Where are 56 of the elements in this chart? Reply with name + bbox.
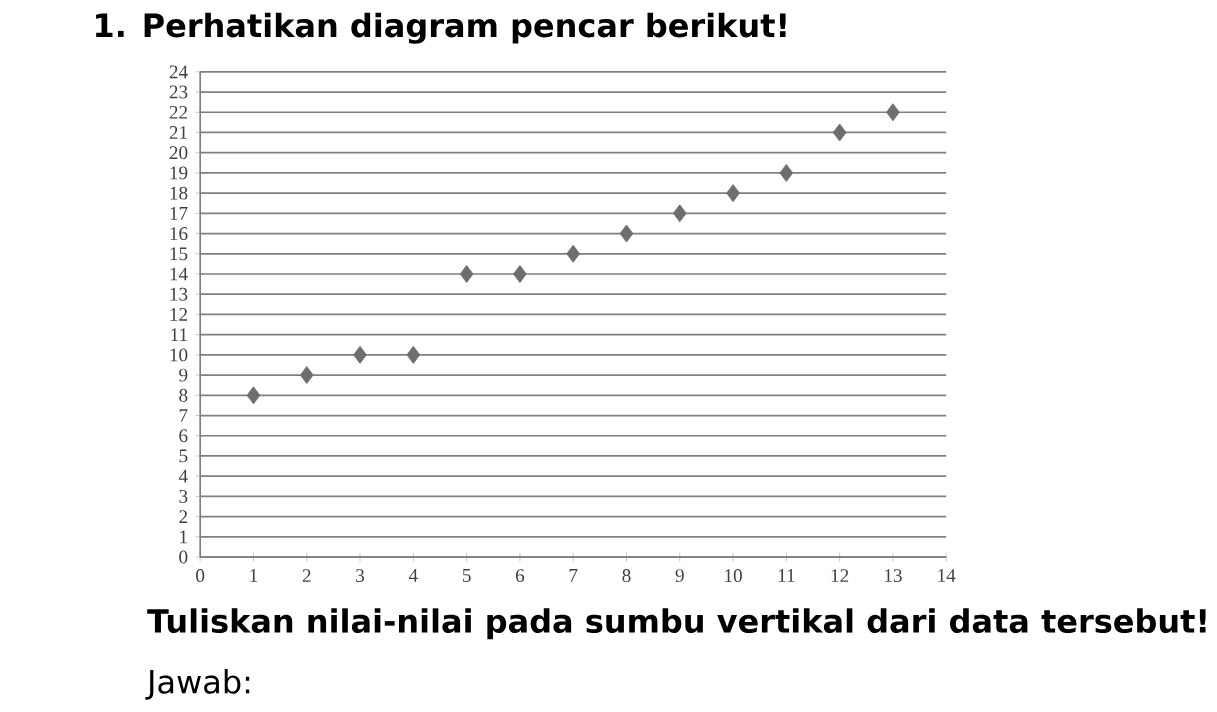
y-tick-label: 18: [170, 186, 188, 200]
x-tick-label: 1: [250, 569, 258, 582]
point: [886, 103, 900, 122]
point: [353, 346, 367, 364]
point: [246, 386, 261, 405]
x-tick-label: 7: [569, 569, 578, 582]
y-tick-label: 24: [169, 65, 188, 79]
y-tick-label: 21: [169, 126, 187, 139]
text: Tuliskan nilai-nilai pada sumbu vertikal dari data tersebut!: [147, 608, 1206, 640]
y-tick-label: 23: [169, 85, 188, 99]
x-tick-label: 4: [408, 569, 418, 582]
x-tick-label: 5: [462, 569, 471, 583]
x-tick-label: 10: [725, 569, 742, 583]
y-tick-label: 1: [180, 530, 187, 544]
x-tick-label: 13: [885, 569, 902, 583]
y-tick-label: 5: [179, 449, 188, 463]
point: [726, 184, 740, 203]
point: [619, 224, 634, 243]
y-tick-label: 9: [179, 368, 188, 382]
x-tick-label: 0: [196, 569, 205, 583]
y-tick-label: 19: [170, 166, 188, 180]
y-tick-label: 8: [179, 388, 188, 402]
point: [459, 265, 474, 284]
text: Jawab:: [145, 669, 250, 700]
y-tick-label: 11: [171, 328, 187, 342]
x-tick-label: 6: [515, 569, 525, 583]
x-tick-label: 2: [302, 569, 311, 582]
x-tick-label: 8: [622, 569, 631, 583]
x-tick-label: 11: [778, 569, 795, 582]
point: [299, 366, 314, 385]
point: [779, 164, 794, 183]
y-tick-label: 15: [170, 247, 188, 261]
x-tick-label: 12: [831, 569, 849, 582]
x-tick-label: 3: [356, 569, 365, 583]
x-tick-label: 9: [675, 569, 684, 583]
y-tick-label: 7: [179, 409, 188, 422]
y-tick-label: 14: [170, 267, 188, 281]
y-tick-label: 0: [179, 550, 188, 564]
y-tick-label: 22: [169, 106, 188, 119]
chart-title: 1. Perhatikan diagram pencar berikut!: [96, 12, 786, 44]
y-tick-label: 10: [170, 348, 188, 362]
point: [832, 123, 847, 142]
y-tick-label: 12: [170, 308, 188, 321]
x-tick-label: 14: [938, 569, 956, 582]
point: [513, 265, 527, 284]
y-tick-label: 6: [179, 429, 188, 443]
point: [672, 204, 687, 223]
y-tick-label: 3: [179, 490, 188, 503]
y-tick-label: 16: [170, 227, 188, 241]
y-tick-label: 17: [170, 207, 188, 220]
y-tick-label: 2: [179, 510, 188, 524]
y-tick-label: 4: [178, 469, 188, 483]
point: [406, 346, 421, 364]
y-tick-label: 20: [169, 146, 188, 160]
point: [566, 244, 581, 263]
y-tick-label: 13: [170, 287, 188, 301]
